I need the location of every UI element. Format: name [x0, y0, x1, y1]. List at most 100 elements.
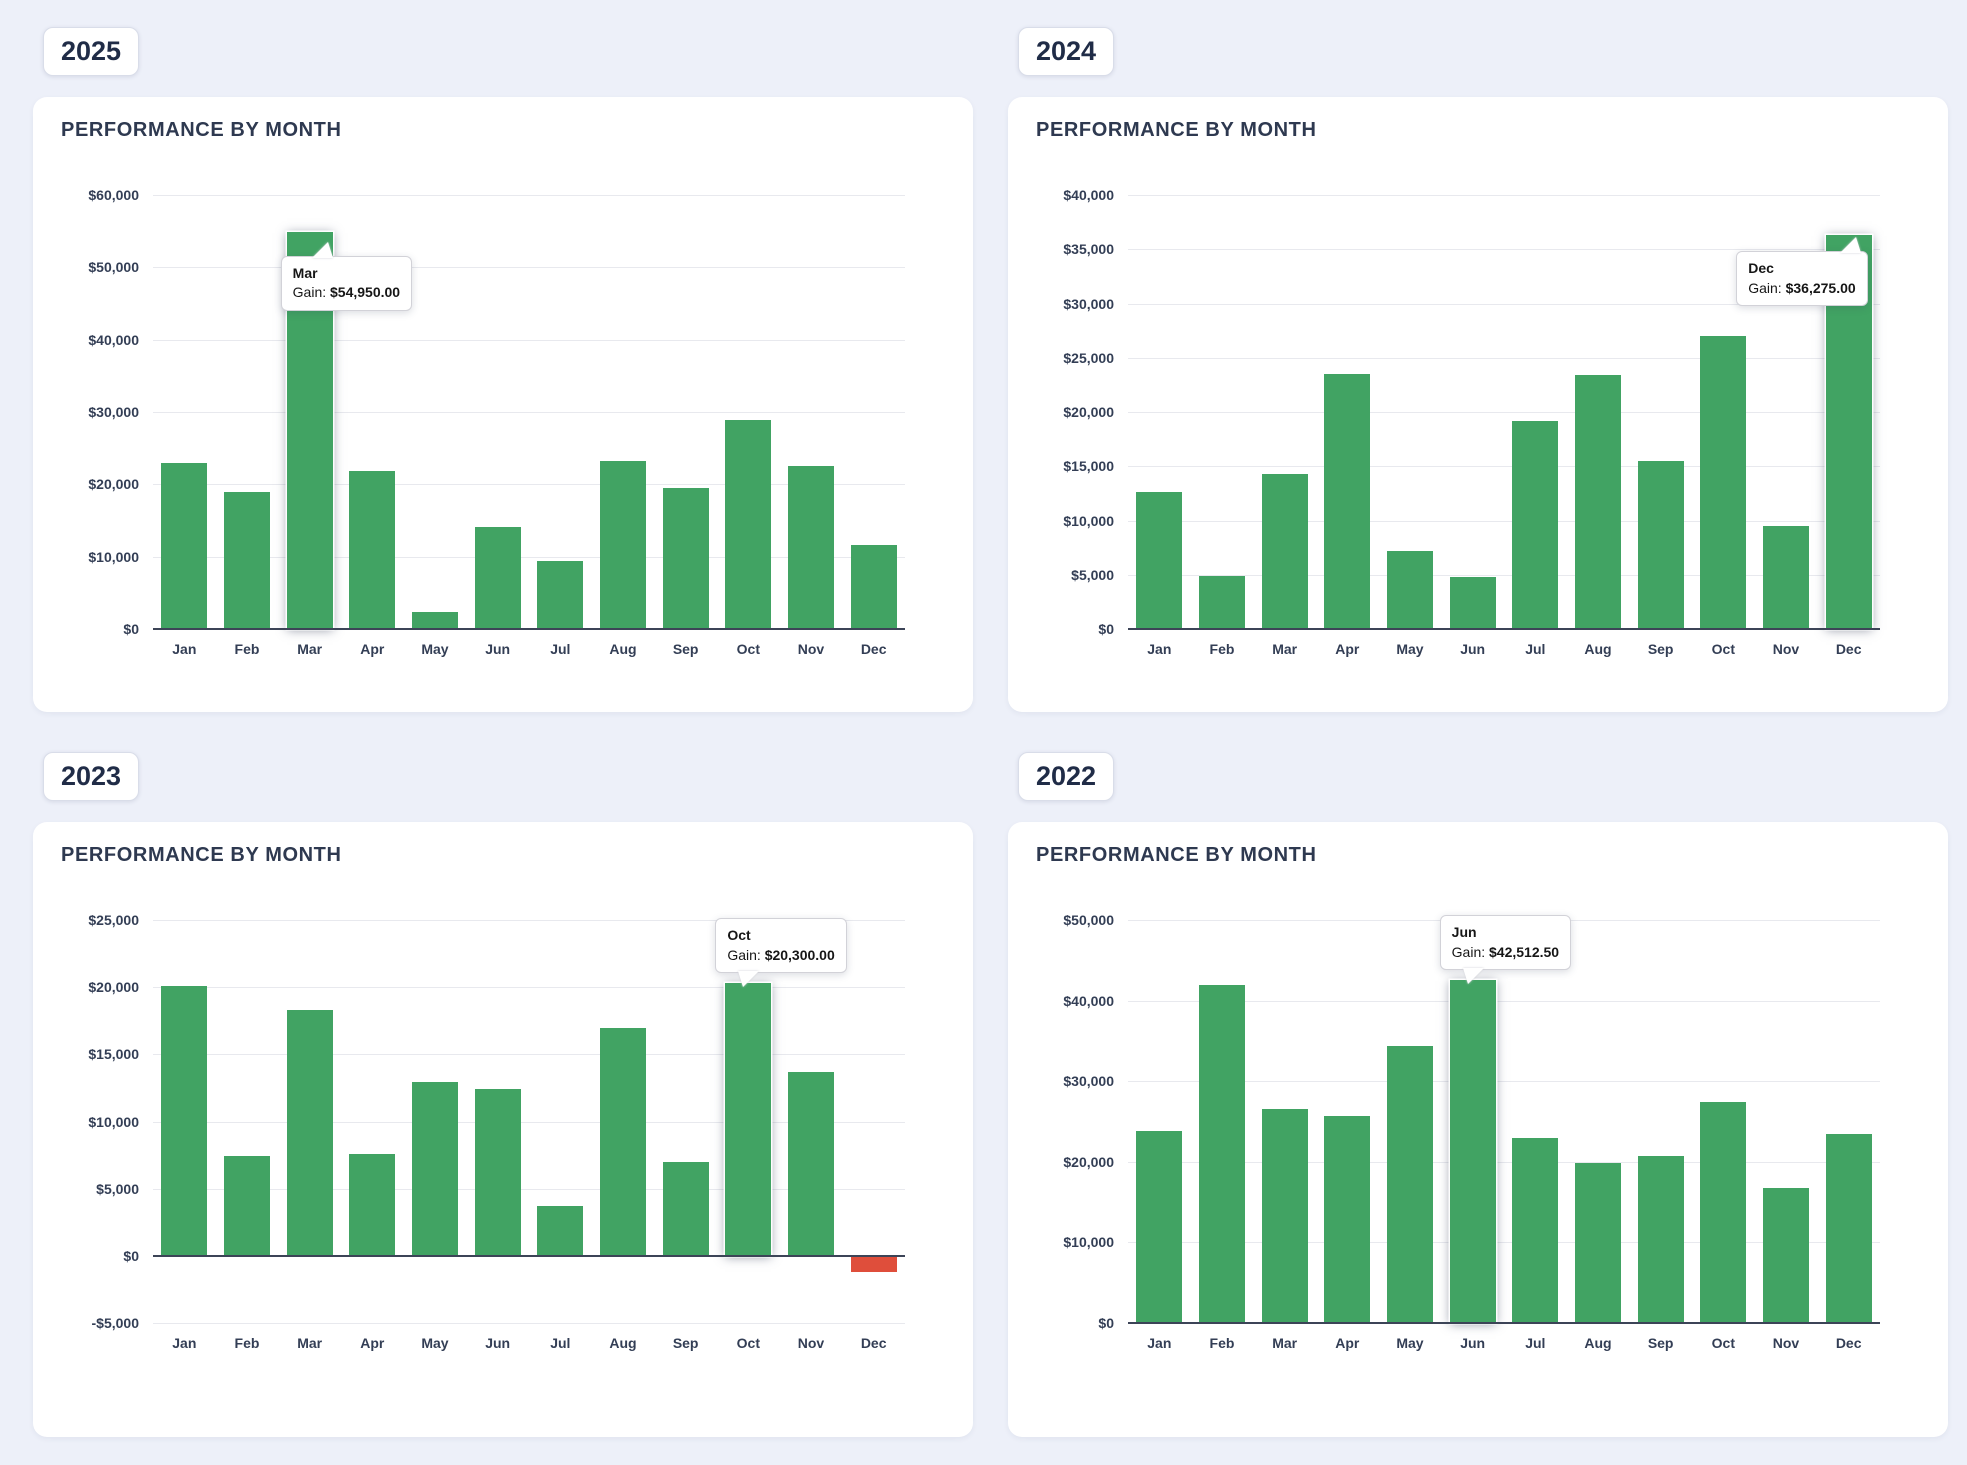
bar-mar[interactable]: [286, 1010, 333, 1256]
bar-jul[interactable]: [537, 561, 584, 629]
gridline: [1128, 520, 1880, 522]
year-chip-2024[interactable]: 2024: [1018, 27, 1115, 76]
bar-oct[interactable]: [1700, 336, 1747, 629]
bar-aug[interactable]: [1575, 1162, 1621, 1323]
x-axis-month-label: Apr: [360, 1335, 385, 1351]
x-axis-month-label: Dec: [860, 641, 887, 657]
x-axis-month-label: Aug: [1584, 641, 1612, 657]
bar-nov[interactable]: [1763, 1187, 1809, 1323]
x-axis-month-label: Nov: [1772, 641, 1800, 657]
x-axis-month-label: Jul: [1525, 1335, 1546, 1351]
year-chip-2023[interactable]: 2023: [43, 752, 140, 801]
performance-card-2024: PERFORMANCE BY MONTH $0 $5,000 $10,000 $15,…: [1008, 97, 1948, 712]
bar-jun[interactable]: [1449, 980, 1496, 1323]
bar-dec[interactable]: [850, 1255, 897, 1272]
x-axis-month-label: Nov: [797, 641, 825, 657]
bar-dec[interactable]: [1825, 1133, 1872, 1323]
bar-feb[interactable]: [1199, 985, 1245, 1323]
y-axis-tick-label: $30,000: [1063, 295, 1114, 312]
gridline: [153, 920, 905, 921]
year-chip-2022[interactable]: 2022: [1018, 752, 1115, 801]
bar-jun[interactable]: [1449, 576, 1496, 629]
year-chip-2025[interactable]: 2025: [43, 27, 140, 76]
x-axis-month-label: Oct: [736, 641, 760, 657]
bar-nov[interactable]: [788, 465, 834, 629]
bar-oct[interactable]: [725, 983, 772, 1256]
bar-mar[interactable]: [1261, 473, 1308, 629]
bar-aug[interactable]: [600, 461, 646, 629]
y-axis-tick-label: $10,000: [88, 548, 139, 565]
tooltip-gain-value: $54,950.00: [330, 284, 401, 301]
gridline: [1128, 1161, 1880, 1163]
x-axis-month-label: Jan: [1147, 641, 1172, 657]
gridline: [1128, 1000, 1880, 1002]
x-axis-month-label: Mar: [297, 641, 323, 657]
bar-dec[interactable]: [850, 545, 897, 629]
bar-aug[interactable]: [600, 1028, 646, 1256]
bar-apr[interactable]: [349, 470, 396, 629]
y-axis-tick-label: $20,000: [88, 476, 139, 493]
y-axis-tick-label: $25,000: [1063, 349, 1114, 366]
x-axis-month-label: Dec: [860, 1335, 887, 1351]
bar-nov[interactable]: [788, 1071, 834, 1256]
bar-oct[interactable]: [1700, 1102, 1747, 1323]
tooltip-tail: [1839, 237, 1861, 254]
bar-chart-2025: $0 $10,000 $20,000 $30,000 $40,000 $50,000 $60…: [88, 187, 905, 657]
chart-tooltip: Dec Gain: $36,275.00: [1736, 237, 1868, 307]
bar-apr[interactable]: [1324, 1115, 1371, 1323]
x-axis-month-label: Sep: [1647, 1335, 1674, 1351]
y-axis-tick-label: $10,000: [1063, 1234, 1114, 1251]
bar-feb[interactable]: [224, 1156, 270, 1256]
y-axis-tick-label: $30,000: [88, 404, 139, 420]
bar-feb[interactable]: [1199, 575, 1245, 629]
y-axis-tick-label: $10,000: [88, 1113, 139, 1130]
bar-jan[interactable]: [161, 985, 208, 1256]
gridline: [153, 1323, 905, 1324]
bar-sep[interactable]: [1637, 460, 1684, 629]
y-axis-tick-label: $5,000: [1071, 566, 1114, 583]
y-axis-tick-label: $20,000: [88, 979, 139, 996]
bar-may[interactable]: [412, 1081, 458, 1256]
gridline: [153, 1188, 905, 1190]
x-axis-month-label: Mar: [297, 1335, 323, 1351]
bar-aug[interactable]: [1575, 375, 1621, 629]
x-axis-month-label: Jan: [1147, 1335, 1172, 1351]
bar-jul[interactable]: [1512, 1137, 1559, 1323]
bar-nov[interactable]: [1763, 525, 1809, 629]
x-axis-month-label: Mar: [1272, 641, 1298, 657]
tooltip-gain-value: $36,275.00: [1785, 279, 1856, 296]
bar-apr[interactable]: [1324, 374, 1371, 629]
bar-sep[interactable]: [662, 1161, 709, 1256]
bar-jan[interactable]: [1136, 1131, 1183, 1323]
bar-jan[interactable]: [161, 462, 208, 629]
bar-apr[interactable]: [349, 1154, 396, 1256]
bar-jan[interactable]: [1136, 492, 1183, 629]
x-axis-month-label: Sep: [1647, 641, 1674, 657]
tooltip-gain-line: Gain: $42,512.50: [1451, 943, 1560, 960]
x-axis-month-label: Apr: [1335, 1335, 1360, 1351]
bar-jun[interactable]: [474, 1088, 521, 1256]
bar-may[interactable]: [412, 611, 458, 629]
x-axis-month-label: May: [1396, 641, 1424, 657]
x-axis-line: [1128, 628, 1880, 630]
x-axis-month-label: Jun: [485, 1335, 511, 1351]
bar-may[interactable]: [1387, 550, 1433, 629]
bar-jul[interactable]: [1512, 420, 1559, 629]
bar-sep[interactable]: [1637, 1156, 1684, 1323]
y-axis-tick-label: $60,000: [88, 187, 139, 203]
bar-mar[interactable]: [1261, 1108, 1308, 1323]
bar-jul[interactable]: [537, 1206, 584, 1256]
x-axis-month-label: Aug: [609, 641, 637, 657]
bar-feb[interactable]: [224, 491, 270, 629]
y-axis-tick-label: -$5,000: [91, 1315, 139, 1331]
gridline: [1128, 357, 1880, 359]
bar-oct[interactable]: [725, 419, 772, 629]
bar-sep[interactable]: [662, 487, 709, 629]
bar-jun[interactable]: [474, 527, 521, 629]
bar-may[interactable]: [1387, 1045, 1433, 1323]
bar-chart-2023: -$5,000 $0 $5,000 $10,000 $15,000 $20,000 $25,…: [88, 912, 905, 1351]
chart-title: PERFORMANCE BY MONTH: [61, 844, 342, 866]
x-axis-month-label: Feb: [234, 1335, 260, 1351]
x-axis-month-label: Jun: [1460, 1335, 1486, 1351]
x-axis-month-label: Jul: [1525, 641, 1546, 657]
